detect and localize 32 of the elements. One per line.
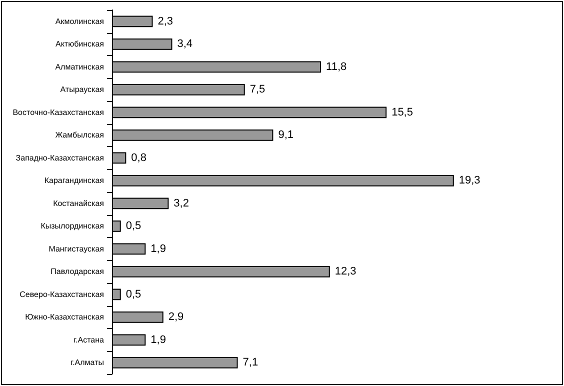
data-label: 19,3 (458, 174, 480, 187)
data-label: 3,4 (177, 38, 193, 50)
y-tick-label: Западно-Казахстанская (16, 153, 104, 162)
data-label: 2,9 (168, 311, 184, 324)
y-tick-label: Павлодарская (50, 267, 104, 276)
y-tick-label: Жамбылская (55, 130, 104, 140)
y-tick-label: Северо-Казахстанская (20, 290, 104, 299)
data-label: 0,5 (126, 220, 142, 232)
y-tick-label: Кызылординская (40, 222, 104, 231)
data-label: 15,5 (392, 106, 413, 118)
data-label: 7,5 (250, 84, 266, 96)
y-tick-label: Акмолинская (55, 16, 104, 26)
data-label: 12,3 (334, 266, 356, 278)
y-tick-label: Атырауская (60, 85, 104, 94)
y-tick-label: Актюбинская (55, 40, 104, 49)
data-label: 0,8 (131, 152, 146, 164)
data-label: 1,9 (150, 334, 166, 346)
data-label: 1,9 (150, 242, 166, 255)
y-tick-label: г.Астана (74, 335, 105, 344)
data-label: 0,5 (126, 288, 142, 300)
data-label: 9,1 (278, 129, 294, 142)
y-tick-label: Южно-Казахстанская (25, 312, 104, 322)
y-tick-label: Восточно-Казахстанская (12, 108, 104, 117)
data-label: 3,2 (174, 197, 189, 210)
data-label: 2,3 (158, 15, 174, 28)
y-tick-label: Алматинская (55, 62, 104, 72)
y-tick-label: Костанайская (53, 198, 104, 208)
data-label: 11,8 (326, 60, 347, 73)
y-tick-label: Мангистауская (48, 244, 104, 254)
y-tick-label: Карагандинская (44, 176, 104, 186)
data-label: 7,1 (242, 356, 258, 369)
y-tick-label: г.Алматы (70, 358, 104, 368)
